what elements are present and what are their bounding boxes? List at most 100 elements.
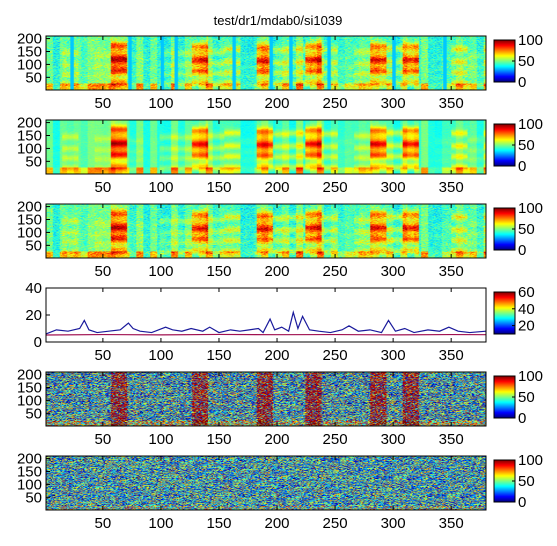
- colorbar-tick-label: 100: [518, 452, 543, 469]
- y-tick-label: 100: [17, 224, 42, 241]
- heatmap-image: [46, 372, 486, 426]
- x-tick-label: 50: [95, 263, 112, 280]
- y-tick-label: 150: [17, 212, 42, 229]
- colorbar-tick-label: 60: [518, 284, 535, 301]
- colorbar-tick-label: 50: [518, 389, 535, 406]
- x-tick-label: 250: [323, 515, 348, 532]
- y-tick-label: 100: [17, 56, 42, 73]
- y-tick-label: 50: [25, 489, 42, 506]
- x-tick-label: 350: [439, 263, 464, 280]
- axes-frame: [45, 455, 487, 511]
- colorbar-gradient: [494, 40, 515, 82]
- colorbar-tick-label: 0: [518, 74, 526, 91]
- colorbar-tick-label: 50: [518, 53, 535, 70]
- x-tick-label: 250: [323, 431, 348, 448]
- y-tick-label: 150: [17, 44, 42, 61]
- x-tick-label: 300: [381, 179, 406, 196]
- x-tick-label: 350: [439, 95, 464, 112]
- x-tick-label: 200: [265, 347, 290, 364]
- x-tick-label: 100: [148, 431, 173, 448]
- y-tick-label: 20: [25, 307, 42, 324]
- colorbar-tick-label: 40: [518, 301, 535, 318]
- colorbar-gradient: [494, 124, 515, 166]
- y-tick-label: 50: [25, 153, 42, 170]
- x-tick-label: 300: [381, 515, 406, 532]
- y-tick-label: 200: [17, 367, 42, 384]
- x-tick-label: 300: [381, 431, 406, 448]
- colorbar: 0 50 100: [493, 200, 543, 259]
- y-tick-label: 40: [25, 280, 42, 297]
- colorbar: 0 50 100: [493, 368, 543, 427]
- colorbar-tick-label: 0: [518, 158, 526, 175]
- colorbar-tick-label: 100: [518, 116, 543, 133]
- x-tick-label: 150: [206, 95, 231, 112]
- colorbar-frame: [493, 291, 516, 335]
- heatmap-image: [46, 36, 486, 90]
- x-tick-label: 300: [381, 263, 406, 280]
- x-tick-label: 100: [148, 179, 173, 196]
- x-tick-label: 50: [95, 431, 112, 448]
- x-tick-label: 200: [265, 515, 290, 532]
- x-tick-label: 200: [265, 263, 290, 280]
- y-tick-label: 150: [17, 464, 42, 481]
- axes-frame: [45, 371, 487, 427]
- y-tick-label: 50: [25, 405, 42, 422]
- colorbar: 0 50 100: [493, 452, 543, 511]
- figure-title: test/dr1/mdab0/si1039: [214, 13, 343, 28]
- axes-frame: [45, 35, 487, 91]
- x-tick-label: 100: [148, 347, 173, 364]
- colorbar-tick-label: 0: [518, 242, 526, 259]
- y-tick-label: 100: [17, 140, 42, 157]
- x-tick-label: 200: [265, 179, 290, 196]
- x-tick-label: 250: [323, 95, 348, 112]
- x-tick-label: 50: [95, 95, 112, 112]
- colorbar: 0 50 100: [493, 32, 543, 91]
- x-tick-label: 100: [148, 263, 173, 280]
- x-tick-label: 150: [206, 515, 231, 532]
- series-line-2: [45, 333, 487, 336]
- colorbar-tick-label: 100: [518, 200, 543, 217]
- x-tick-label: 350: [439, 515, 464, 532]
- colorbar-tick-label: 0: [518, 410, 526, 427]
- y-tick-label: 150: [17, 380, 42, 397]
- axes-frame: [45, 287, 487, 343]
- x-tick-label: 250: [323, 179, 348, 196]
- y-tick-label: 200: [17, 451, 42, 468]
- colorbar-gradient: [494, 292, 515, 334]
- x-tick-label: 250: [323, 263, 348, 280]
- x-tick-label: 150: [206, 431, 231, 448]
- x-tick-label: 300: [381, 347, 406, 364]
- y-tick-label: 200: [17, 115, 42, 132]
- axes-frame: [45, 119, 487, 175]
- x-tick-label: 200: [265, 95, 290, 112]
- y-tick-label: 100: [17, 476, 42, 493]
- x-tick-label: 250: [323, 347, 348, 364]
- colorbar-gradient: [494, 208, 515, 250]
- colorbar-tick-label: 50: [518, 137, 535, 154]
- x-tick-label: 200: [265, 431, 290, 448]
- x-tick-label: 50: [95, 179, 112, 196]
- x-tick-label: 50: [95, 347, 112, 364]
- x-tick-label: 50: [95, 515, 112, 532]
- x-tick-label: 100: [148, 95, 173, 112]
- y-tick-label: 50: [25, 237, 42, 254]
- colorbar: 0 50 100: [493, 116, 543, 175]
- y-tick-label: 0: [34, 334, 42, 351]
- colorbar-tick-label: 20: [518, 318, 535, 335]
- colorbar-gradient: [494, 376, 515, 418]
- colorbar-tick-label: 100: [518, 32, 543, 49]
- y-tick-label: 150: [17, 128, 42, 145]
- x-tick-label: 300: [381, 95, 406, 112]
- colorbar-tick-label: 100: [518, 368, 543, 385]
- y-tick-label: 50: [25, 69, 42, 86]
- x-tick-label: 150: [206, 179, 231, 196]
- colorbar-gradient: [494, 460, 515, 502]
